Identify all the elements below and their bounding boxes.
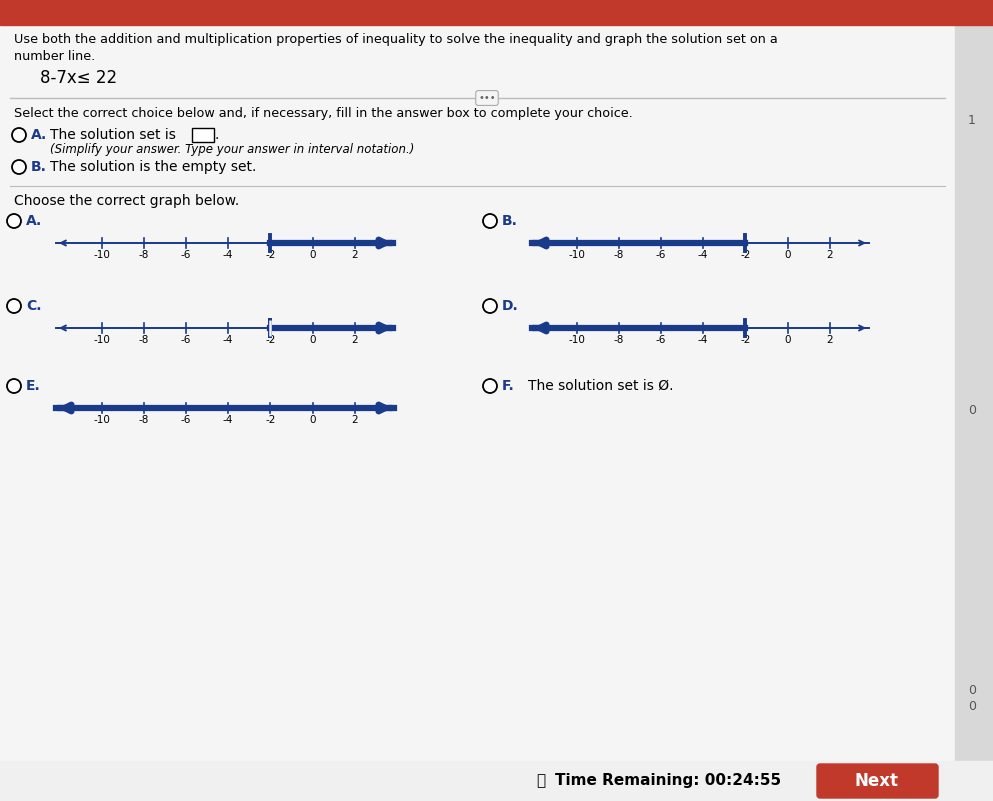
Text: C.: C. [26, 299, 42, 313]
Text: 0: 0 [968, 685, 976, 698]
Text: (Simplify your answer. Type your answer in interval notation.): (Simplify your answer. Type your answer … [50, 143, 414, 156]
Text: -4: -4 [698, 250, 708, 260]
Text: The solution set is Ø.: The solution set is Ø. [528, 379, 673, 393]
Bar [955, 25, 993, 761]
Bar [192, 128, 214, 142]
Text: •••: ••• [479, 93, 496, 103]
Text: Next: Next [855, 772, 899, 790]
Text: -10: -10 [568, 250, 585, 260]
Text: -8: -8 [614, 335, 624, 345]
Text: 0: 0 [309, 415, 316, 425]
Text: -4: -4 [223, 335, 233, 345]
Text: 2: 2 [352, 335, 358, 345]
Circle shape [7, 214, 21, 228]
Text: -10: -10 [568, 335, 585, 345]
Text: -8: -8 [139, 250, 149, 260]
FancyBboxPatch shape [817, 764, 938, 798]
Text: -2: -2 [740, 335, 751, 345]
Text: D.: D. [502, 299, 518, 313]
Circle shape [12, 128, 26, 142]
Text: 2: 2 [826, 335, 833, 345]
Text: 2: 2 [352, 415, 358, 425]
Circle shape [483, 299, 497, 313]
Text: 8-7x≤ 22: 8-7x≤ 22 [40, 69, 117, 87]
Bar [0, 0, 993, 25]
Text: -4: -4 [223, 250, 233, 260]
Text: 0: 0 [309, 335, 316, 345]
Circle shape [483, 214, 497, 228]
Text: 0: 0 [784, 335, 790, 345]
Text: A.: A. [26, 214, 43, 228]
Text: F.: F. [502, 379, 514, 393]
Text: -8: -8 [139, 335, 149, 345]
Text: 0: 0 [309, 250, 316, 260]
Text: -2: -2 [265, 335, 275, 345]
Text: 0: 0 [968, 405, 976, 417]
Text: -8: -8 [139, 415, 149, 425]
Text: -6: -6 [655, 335, 666, 345]
Circle shape [7, 379, 21, 393]
Text: Select the correct choice below and, if necessary, fill in the answer box to com: Select the correct choice below and, if … [14, 107, 633, 119]
Bar [0, 761, 993, 801]
Text: The solution set is: The solution set is [50, 128, 176, 142]
Text: .: . [215, 128, 219, 142]
Text: Choose the correct graph below.: Choose the correct graph below. [14, 194, 239, 208]
Text: The solution is the empty set.: The solution is the empty set. [50, 160, 256, 174]
Text: -2: -2 [265, 415, 275, 425]
Text: -6: -6 [181, 415, 192, 425]
Text: Use both the addition and multiplication properties of inequality to solve the i: Use both the addition and multiplication… [14, 33, 778, 46]
Text: -10: -10 [93, 250, 110, 260]
Text: ⏰: ⏰ [536, 774, 545, 788]
Text: -6: -6 [655, 250, 666, 260]
Text: -4: -4 [698, 335, 708, 345]
Text: B.: B. [31, 160, 47, 174]
Text: -4: -4 [223, 415, 233, 425]
Text: B.: B. [502, 214, 518, 228]
Text: -10: -10 [93, 415, 110, 425]
Text: -6: -6 [181, 335, 192, 345]
Text: -6: -6 [181, 250, 192, 260]
Text: Time Remaining: 00:24:55: Time Remaining: 00:24:55 [555, 774, 781, 788]
Circle shape [12, 160, 26, 174]
Circle shape [483, 379, 497, 393]
Text: A.: A. [31, 128, 48, 142]
Text: -10: -10 [93, 335, 110, 345]
Text: 1: 1 [968, 115, 976, 127]
Text: 0: 0 [784, 250, 790, 260]
Text: E.: E. [26, 379, 41, 393]
Text: -2: -2 [740, 250, 751, 260]
Text: -8: -8 [614, 250, 624, 260]
Text: -2: -2 [265, 250, 275, 260]
Text: 0: 0 [968, 699, 976, 713]
Circle shape [7, 299, 21, 313]
Text: 2: 2 [826, 250, 833, 260]
Text: number line.: number line. [14, 50, 95, 62]
Text: 2: 2 [352, 250, 358, 260]
